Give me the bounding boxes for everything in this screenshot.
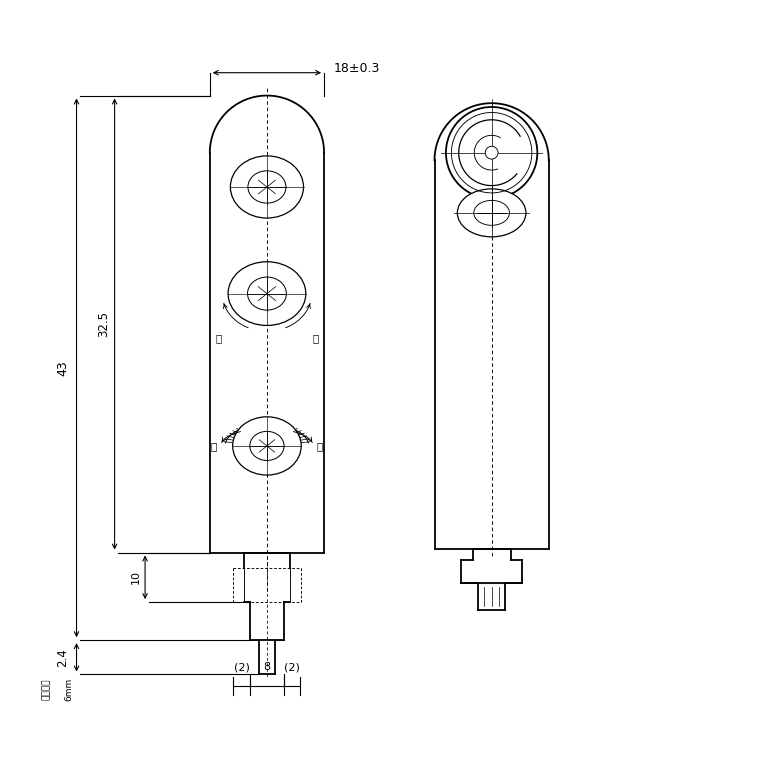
Ellipse shape [228,262,306,326]
Circle shape [446,107,537,199]
Text: 左: 左 [211,441,217,451]
Text: 18±0.3: 18±0.3 [333,62,380,75]
Text: 2.4: 2.4 [56,648,69,667]
Text: 43: 43 [56,360,69,376]
Circle shape [485,146,498,159]
Text: 右: 右 [317,441,323,451]
Text: 上: 上 [216,333,222,343]
Text: 6mm: 6mm [65,678,73,701]
Ellipse shape [457,189,526,237]
Text: 32.5: 32.5 [97,311,109,337]
Ellipse shape [474,200,510,226]
Ellipse shape [230,156,303,218]
Text: (2): (2) [284,662,300,672]
Ellipse shape [248,171,286,203]
Ellipse shape [233,417,301,475]
Text: 下: 下 [313,333,319,343]
Text: 10: 10 [131,571,141,584]
Text: 8: 8 [263,662,270,672]
Text: 調整寸法: 調整寸法 [42,678,51,700]
Text: (2): (2) [234,662,249,672]
Ellipse shape [247,277,286,310]
Ellipse shape [249,431,284,460]
